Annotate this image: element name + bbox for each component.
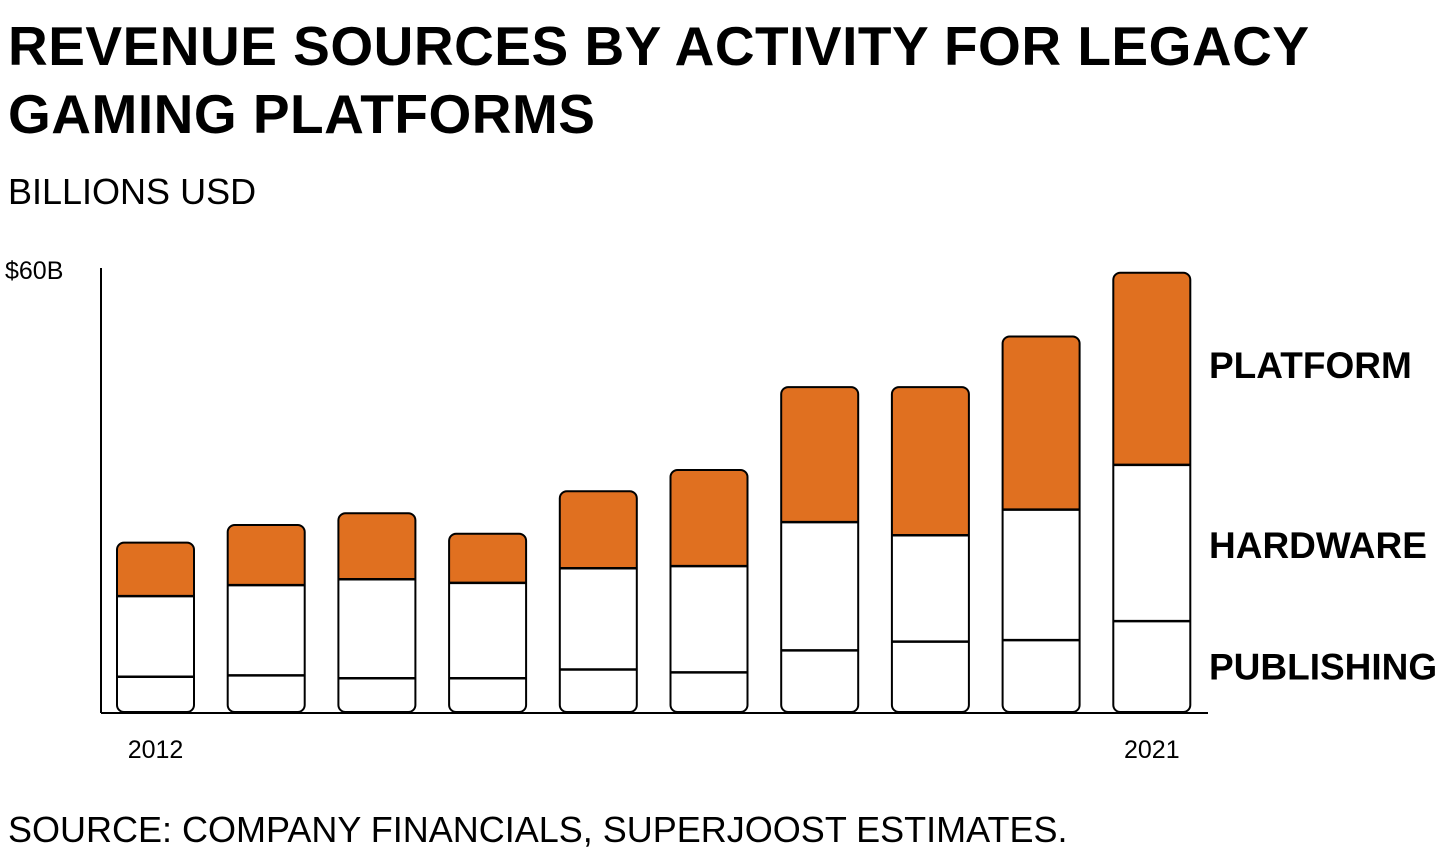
bar-segment-publishing xyxy=(559,669,637,712)
bar-outline xyxy=(890,386,970,713)
bar-segment-hardware xyxy=(1002,509,1080,641)
bar-outline xyxy=(1001,335,1081,713)
x-tick-label-last: 2021 xyxy=(1124,736,1180,764)
bar-outline xyxy=(1112,271,1192,713)
bar-segment-publishing xyxy=(227,675,305,712)
bar-segment-publishing xyxy=(1113,621,1191,712)
x-tick-label-first: 2012 xyxy=(128,736,184,764)
bar-segment-platform xyxy=(117,542,194,597)
bar-segment-platform xyxy=(1002,336,1080,510)
bar-segment-platform xyxy=(891,387,969,536)
bar-outline xyxy=(448,532,528,713)
bar-segment-platform xyxy=(559,491,637,569)
source-note: SOURCE: COMPANY FINANCIALS, SUPERJOOST E… xyxy=(8,809,1068,850)
chart-title: REVENUE SOURCES BY ACTIVITY FOR LEGACY G… xyxy=(8,15,1309,145)
bar-segment-publishing xyxy=(781,650,859,712)
bar-segment-platform xyxy=(338,513,416,580)
bar-segment-publishing xyxy=(670,672,748,712)
bar-segment-hardware xyxy=(1113,464,1191,622)
bar-outline xyxy=(558,490,638,713)
bar-segment-publishing xyxy=(117,676,194,712)
bar-segment-platform xyxy=(449,533,527,583)
bar-segment-platform xyxy=(1113,272,1191,465)
bar-segment-hardware xyxy=(891,535,969,642)
legend-label-publishing: PUBLISHING xyxy=(1209,647,1437,688)
bar-segment-hardware xyxy=(449,582,527,679)
y-tick-label: $60B xyxy=(5,257,63,285)
bar-outline xyxy=(669,469,749,713)
bar-outline xyxy=(116,541,195,713)
bar-segment-publishing xyxy=(449,678,527,712)
bar-segment-hardware xyxy=(117,596,194,677)
bar-segment-hardware xyxy=(781,522,859,651)
bar-segment-platform xyxy=(670,470,748,567)
bar-segment-publishing xyxy=(891,641,969,712)
bar-segment-publishing xyxy=(338,678,416,712)
bar-segment-publishing xyxy=(1002,640,1080,712)
bar-segment-hardware xyxy=(227,585,305,676)
bar-segment-platform xyxy=(227,525,305,586)
chart-subtitle: BILLIONS USD xyxy=(8,171,257,212)
bar-outline xyxy=(226,524,306,713)
bar-segment-hardware xyxy=(559,568,637,670)
legend-label-hardware: HARDWARE xyxy=(1209,525,1427,566)
legend-label-platform: PLATFORM xyxy=(1209,345,1412,386)
bar-segment-hardware xyxy=(338,579,416,679)
bar-segment-platform xyxy=(781,387,859,523)
bar-outline xyxy=(337,512,417,713)
bar-outline xyxy=(780,386,860,713)
bar-segment-hardware xyxy=(670,566,748,673)
